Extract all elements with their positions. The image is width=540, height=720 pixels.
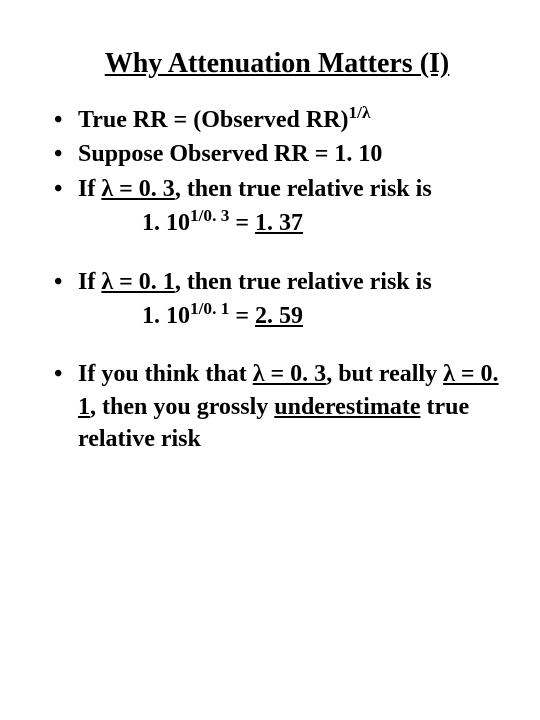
bullet-block-2: • If λ = 0. 1, then true relative risk i… bbox=[54, 266, 500, 333]
b3-sup: 1/0. 3 bbox=[190, 206, 229, 225]
b4-eq: = bbox=[229, 303, 255, 329]
bullet-block-1: • True RR = (Observed RR)1/λ • Suppose O… bbox=[54, 104, 500, 240]
b5-p1: If you think that bbox=[78, 361, 253, 387]
bullet-4-lambda: λ = 0. 1 bbox=[101, 269, 174, 295]
b5-l1: λ = 0. 3 bbox=[253, 361, 326, 387]
bullet-1-content: True RR = (Observed RR)1/λ bbox=[78, 104, 500, 136]
bullet-3: • If λ = 0. 3, then true relative risk i… bbox=[54, 173, 500, 205]
b3-val: 1. 37 bbox=[255, 210, 303, 236]
bullet-marker: • bbox=[54, 138, 78, 170]
bullet-5-content: If you think that λ = 0. 3, but really λ… bbox=[78, 358, 500, 455]
b5-p2: , but really bbox=[326, 361, 443, 387]
b3-base: 1. 10 bbox=[142, 210, 190, 236]
bullet-marker: • bbox=[54, 266, 78, 298]
bullet-1-pre: True RR = (Observed RR) bbox=[78, 107, 349, 133]
bullet-4-post: , then true relative risk is bbox=[175, 269, 432, 295]
bullet-4-content: If λ = 0. 1, then true relative risk is bbox=[78, 266, 500, 298]
b4-val: 2. 59 bbox=[255, 303, 303, 329]
bullet-3-result: 1. 101/0. 3 = 1. 37 bbox=[142, 207, 500, 239]
bullet-1: • True RR = (Observed RR)1/λ bbox=[54, 104, 500, 136]
bullet-5: • If you think that λ = 0. 3, but really… bbox=[54, 358, 500, 455]
bullet-3-lambda: λ = 0. 3 bbox=[101, 176, 174, 202]
bullet-4-pre: If bbox=[78, 269, 101, 295]
b5-under: underestimate bbox=[274, 394, 420, 420]
bullet-marker: • bbox=[54, 104, 78, 136]
bullet-3-content: If λ = 0. 3, then true relative risk is bbox=[78, 173, 500, 205]
bullet-marker: • bbox=[54, 358, 78, 455]
bullet-1-sup: 1/λ bbox=[349, 103, 371, 122]
b3-eq: = bbox=[229, 210, 255, 236]
slide-container: Why Attenuation Matters (I) • True RR = … bbox=[0, 0, 540, 720]
bullet-4-result: 1. 101/0. 1 = 2. 59 bbox=[142, 300, 500, 332]
slide-title: Why Attenuation Matters (I) bbox=[54, 48, 500, 80]
bullet-block-3: • If you think that λ = 0. 3, but really… bbox=[54, 358, 500, 455]
b5-p3: , then you grossly bbox=[90, 394, 274, 420]
b4-sup: 1/0. 1 bbox=[190, 299, 229, 318]
bullet-3-pre: If bbox=[78, 176, 101, 202]
bullet-marker: • bbox=[54, 173, 78, 205]
bullet-2: • Suppose Observed RR = 1. 10 bbox=[54, 138, 500, 170]
bullet-4: • If λ = 0. 1, then true relative risk i… bbox=[54, 266, 500, 298]
bullet-3-post: , then true relative risk is bbox=[175, 176, 432, 202]
b4-base: 1. 10 bbox=[142, 303, 190, 329]
bullet-2-content: Suppose Observed RR = 1. 10 bbox=[78, 138, 500, 170]
